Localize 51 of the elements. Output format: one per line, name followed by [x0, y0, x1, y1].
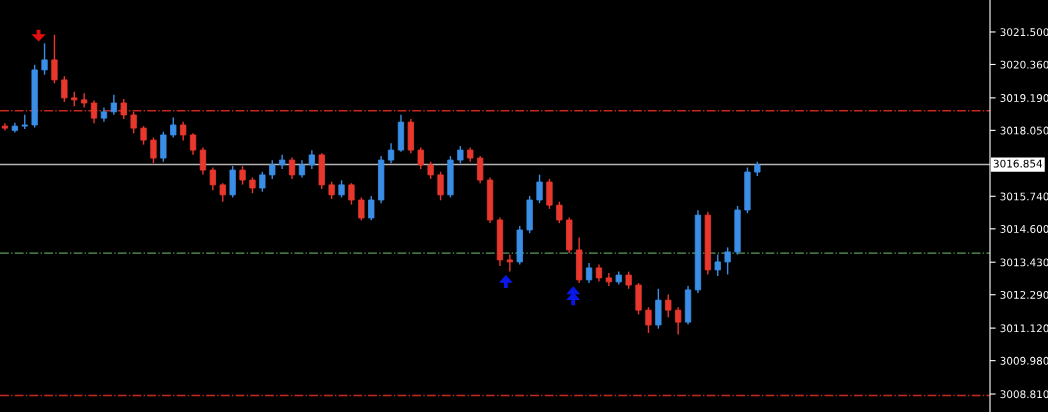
candlestick — [348, 182, 355, 206]
y-tick-label: 3012.290 — [1000, 290, 1048, 299]
y-tick-label: 3015.740 — [1000, 192, 1048, 201]
y-tick-label: 3008.810 — [1000, 390, 1048, 399]
candlestick — [585, 262, 593, 284]
candlestick — [358, 196, 365, 221]
candlestick — [110, 94, 117, 116]
y-tick-label: 3013.430 — [1000, 258, 1048, 267]
candlestick — [724, 246, 731, 276]
candlestick — [288, 156, 296, 180]
y-tick-label: 3009.980 — [1000, 356, 1048, 365]
candlestick — [546, 178, 553, 210]
candlestick — [41, 42, 48, 76]
candlestick — [645, 306, 652, 334]
candlestick — [368, 195, 375, 221]
candlestick — [189, 132, 197, 156]
candlestick — [51, 34, 58, 85]
y-tick-label: 3018.050 — [1000, 126, 1048, 135]
candlestick — [536, 173, 543, 204]
candlestick — [239, 165, 246, 186]
candlestick — [259, 171, 266, 193]
candlestick — [219, 182, 226, 203]
candlestick — [209, 166, 216, 192]
candlestick — [140, 125, 147, 146]
candlestick — [477, 155, 484, 184]
ref-line-label: 3016.854 — [993, 159, 1043, 168]
candlestick — [150, 136, 157, 164]
candlestick — [437, 171, 444, 201]
candlestick — [269, 159, 276, 180]
candlestick — [81, 92, 88, 109]
candlestick — [665, 293, 672, 318]
candlestick — [417, 146, 424, 170]
candlestick — [90, 99, 98, 124]
candlestick — [199, 146, 207, 176]
y-tick-label: 3014.600 — [1000, 225, 1048, 233]
candlestick — [130, 111, 137, 134]
y-tick-label: 3019.190 — [1000, 94, 1048, 102]
candlestick — [160, 131, 167, 163]
y-tick-label: 3021.500 — [1000, 28, 1048, 37]
y-tick-label: 3011.120 — [1000, 324, 1048, 333]
candlestick — [61, 75, 68, 103]
candlestick — [506, 253, 513, 273]
candlestick — [180, 121, 187, 142]
candlestick — [170, 116, 177, 139]
candlestick — [387, 142, 395, 164]
candlestick — [675, 306, 682, 336]
candlestick — [556, 201, 563, 224]
candlestick — [714, 253, 721, 277]
y-tick-label: 3020.360 — [1000, 60, 1048, 69]
candlestick — [120, 98, 127, 120]
candlestick — [308, 149, 315, 170]
